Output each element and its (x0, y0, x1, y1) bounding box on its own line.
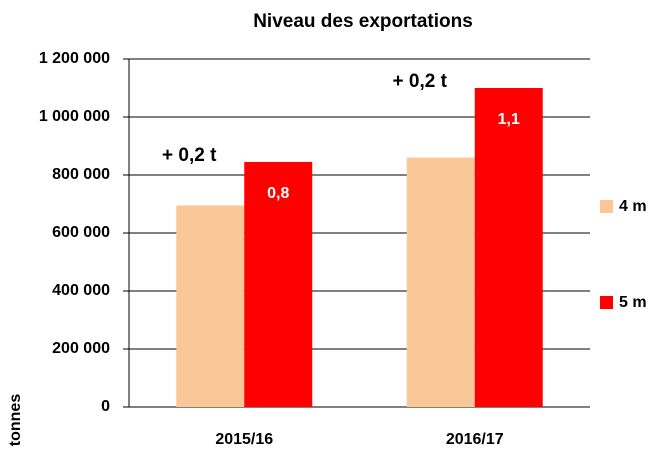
y-tick-label: 200 000 (52, 340, 110, 357)
bar (474, 88, 543, 407)
annotation: + 0,2 t (393, 71, 448, 92)
legend-swatch (600, 200, 613, 213)
y-tick-label: 600 000 (52, 224, 110, 241)
y-tick-label: 400 000 (52, 282, 110, 299)
value-label: 1,1 (498, 111, 520, 128)
x-tick-label: 2016/17 (446, 431, 504, 448)
legend-swatch (600, 296, 613, 309)
bar (244, 161, 313, 407)
legend-label: 5 m (619, 294, 647, 311)
y-tick-label: 1 200 000 (39, 50, 110, 67)
x-tick-label: 2015/16 (215, 431, 273, 448)
legend-label: 4 m (619, 198, 647, 215)
y-axis-label: tonnes (7, 394, 24, 447)
bar (176, 205, 245, 407)
bar (406, 157, 475, 407)
y-tick-label: 0 (101, 398, 110, 415)
value-label: 0,8 (267, 185, 289, 202)
y-tick-label: 1 000 000 (39, 108, 110, 125)
annotation: + 0,2 t (162, 145, 217, 166)
y-tick-label: 800 000 (52, 166, 110, 183)
chart-title: Niveau des exportations (253, 11, 473, 32)
